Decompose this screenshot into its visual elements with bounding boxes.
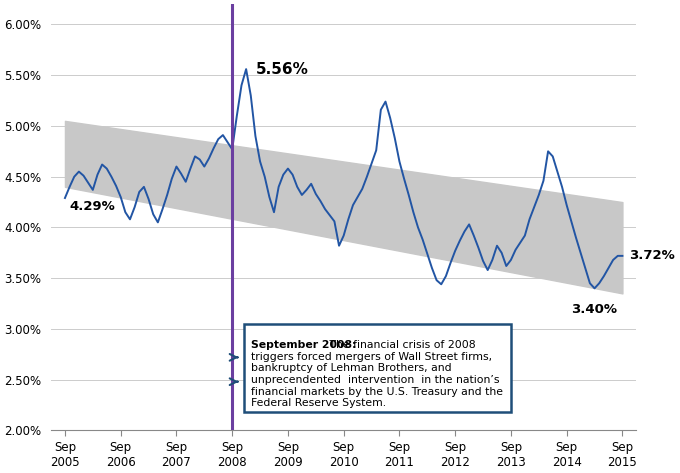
Text: triggers forced mergers of Wall Street firms,: triggers forced mergers of Wall Street f… bbox=[251, 352, 492, 362]
Text: Federal Reserve System.: Federal Reserve System. bbox=[251, 398, 386, 409]
FancyBboxPatch shape bbox=[244, 324, 511, 412]
Text: 4.29%: 4.29% bbox=[69, 200, 116, 213]
Text: 3.40%: 3.40% bbox=[572, 303, 617, 315]
Text: financial markets by the U.S. Treasury and the: financial markets by the U.S. Treasury a… bbox=[251, 387, 503, 397]
Text: September 2008:: September 2008: bbox=[251, 340, 356, 350]
Text: 5.56%: 5.56% bbox=[256, 61, 308, 77]
Text: unprecendented  intervention  in the nation’s: unprecendented intervention in the natio… bbox=[251, 375, 499, 385]
Text: bankruptcy of Lehman Brothers, and: bankruptcy of Lehman Brothers, and bbox=[251, 363, 452, 374]
Text: The financial crisis of 2008: The financial crisis of 2008 bbox=[326, 340, 475, 350]
Text: 3.72%: 3.72% bbox=[630, 249, 675, 263]
